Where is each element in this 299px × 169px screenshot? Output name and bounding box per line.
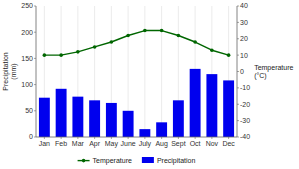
x-tick xyxy=(144,137,145,139)
bar xyxy=(56,89,67,137)
y2-tick-label: 40 xyxy=(240,2,248,9)
y-tick-label: 250 xyxy=(21,2,33,9)
x-tick-label: Jan xyxy=(39,140,50,147)
y2-tick xyxy=(237,22,239,23)
y2-tick-label: 10 xyxy=(240,52,248,59)
legend-marker xyxy=(82,159,86,163)
x-tick-label: May xyxy=(105,140,119,148)
y2-tick xyxy=(237,87,239,88)
bar xyxy=(223,80,234,137)
grid-line xyxy=(144,6,145,137)
legend-label: Precipitation xyxy=(157,157,196,165)
x-tick xyxy=(211,137,212,139)
x-tick-label: Aug xyxy=(155,140,168,148)
marker xyxy=(193,40,197,44)
y2-tick xyxy=(237,71,239,72)
bar xyxy=(123,111,134,137)
marker xyxy=(126,34,130,38)
marker xyxy=(160,29,164,33)
marker xyxy=(76,50,80,54)
y-tick xyxy=(34,110,36,111)
marks xyxy=(39,29,234,137)
y-tick xyxy=(34,32,36,33)
y-axis-label: Precipitation(mm) xyxy=(2,52,18,91)
legend-label: Temperature xyxy=(93,157,132,165)
bar xyxy=(206,74,217,137)
y-tick-label: 100 xyxy=(21,81,33,88)
y2-tick-label: -20 xyxy=(240,101,250,108)
bar xyxy=(106,103,117,137)
x-tick-label: Sept xyxy=(171,140,185,148)
y2-tick-label: -30 xyxy=(240,117,250,124)
x-tick-label: Mar xyxy=(72,140,85,147)
bar xyxy=(72,97,83,137)
x-tick-label: Dec xyxy=(222,140,235,147)
x-tick-label: June xyxy=(121,140,136,147)
plot-area xyxy=(36,6,237,137)
bar xyxy=(139,129,150,137)
x-tick-label: Apr xyxy=(89,140,101,148)
marker xyxy=(143,29,147,33)
marker xyxy=(59,53,63,57)
x-tick xyxy=(161,137,162,139)
y-tick xyxy=(34,58,36,59)
y2-tick xyxy=(237,6,239,7)
legend-swatch xyxy=(142,157,154,163)
bar xyxy=(89,100,100,137)
x-tick xyxy=(228,137,229,139)
marker xyxy=(43,53,47,57)
x-tick xyxy=(44,137,45,139)
x-tick xyxy=(94,137,95,139)
bar xyxy=(156,122,167,137)
x-tick xyxy=(128,137,129,139)
legend-item: Precipitation xyxy=(142,157,196,165)
grid-line xyxy=(161,6,162,137)
y2-tick xyxy=(237,55,239,56)
marker xyxy=(93,45,97,49)
y-tick xyxy=(34,6,36,7)
y-tick-label: 150 xyxy=(21,55,33,62)
x-tick xyxy=(77,137,78,139)
grid xyxy=(44,6,228,137)
y-tick xyxy=(34,137,36,138)
x-tick xyxy=(178,137,179,139)
y2-tick xyxy=(237,120,239,121)
bar xyxy=(39,98,50,137)
y2-tick xyxy=(237,137,239,138)
y2-tick xyxy=(237,104,239,105)
y2-tick-label: 0 xyxy=(240,68,244,75)
x-axis-line xyxy=(36,137,237,138)
marker xyxy=(210,48,214,52)
line xyxy=(44,31,228,56)
x-tick-label: Feb xyxy=(55,140,67,147)
y2-tick-label: -40 xyxy=(240,133,250,140)
x-tick-label: Oct xyxy=(190,140,201,147)
y-tick-label: 0 xyxy=(29,133,33,140)
y-axis-line xyxy=(36,6,37,137)
x-tick xyxy=(61,137,62,139)
marker xyxy=(227,53,231,57)
bar xyxy=(190,69,201,137)
y2-tick-label: 20 xyxy=(240,35,248,42)
legend: Temperature Precipitation xyxy=(78,157,196,165)
x-tick-label: July xyxy=(139,140,152,148)
chart: Jan Feb Mar Apr MayJuneJulyAugSept Oct NovDec 0… xyxy=(0,0,299,169)
marker xyxy=(110,40,114,44)
legend-item: Temperature xyxy=(78,157,132,165)
y-tick xyxy=(34,84,36,85)
y2-tick-label: 30 xyxy=(240,19,248,26)
y2-tick-label: -10 xyxy=(240,84,250,91)
y2-tick xyxy=(237,38,239,39)
marker xyxy=(177,34,181,38)
bar xyxy=(173,100,184,137)
y-tick-label: 200 xyxy=(21,29,33,36)
x-tick xyxy=(111,137,112,139)
axes: Jan Feb Mar Apr MayJuneJulyAugSept Oct NovDec 0… xyxy=(21,2,250,148)
y-tick-label: 50 xyxy=(25,107,33,114)
x-tick xyxy=(195,137,196,139)
y2-axis-label: Temperature(°C) xyxy=(254,64,293,80)
x-tick-label: Nov xyxy=(206,140,219,147)
